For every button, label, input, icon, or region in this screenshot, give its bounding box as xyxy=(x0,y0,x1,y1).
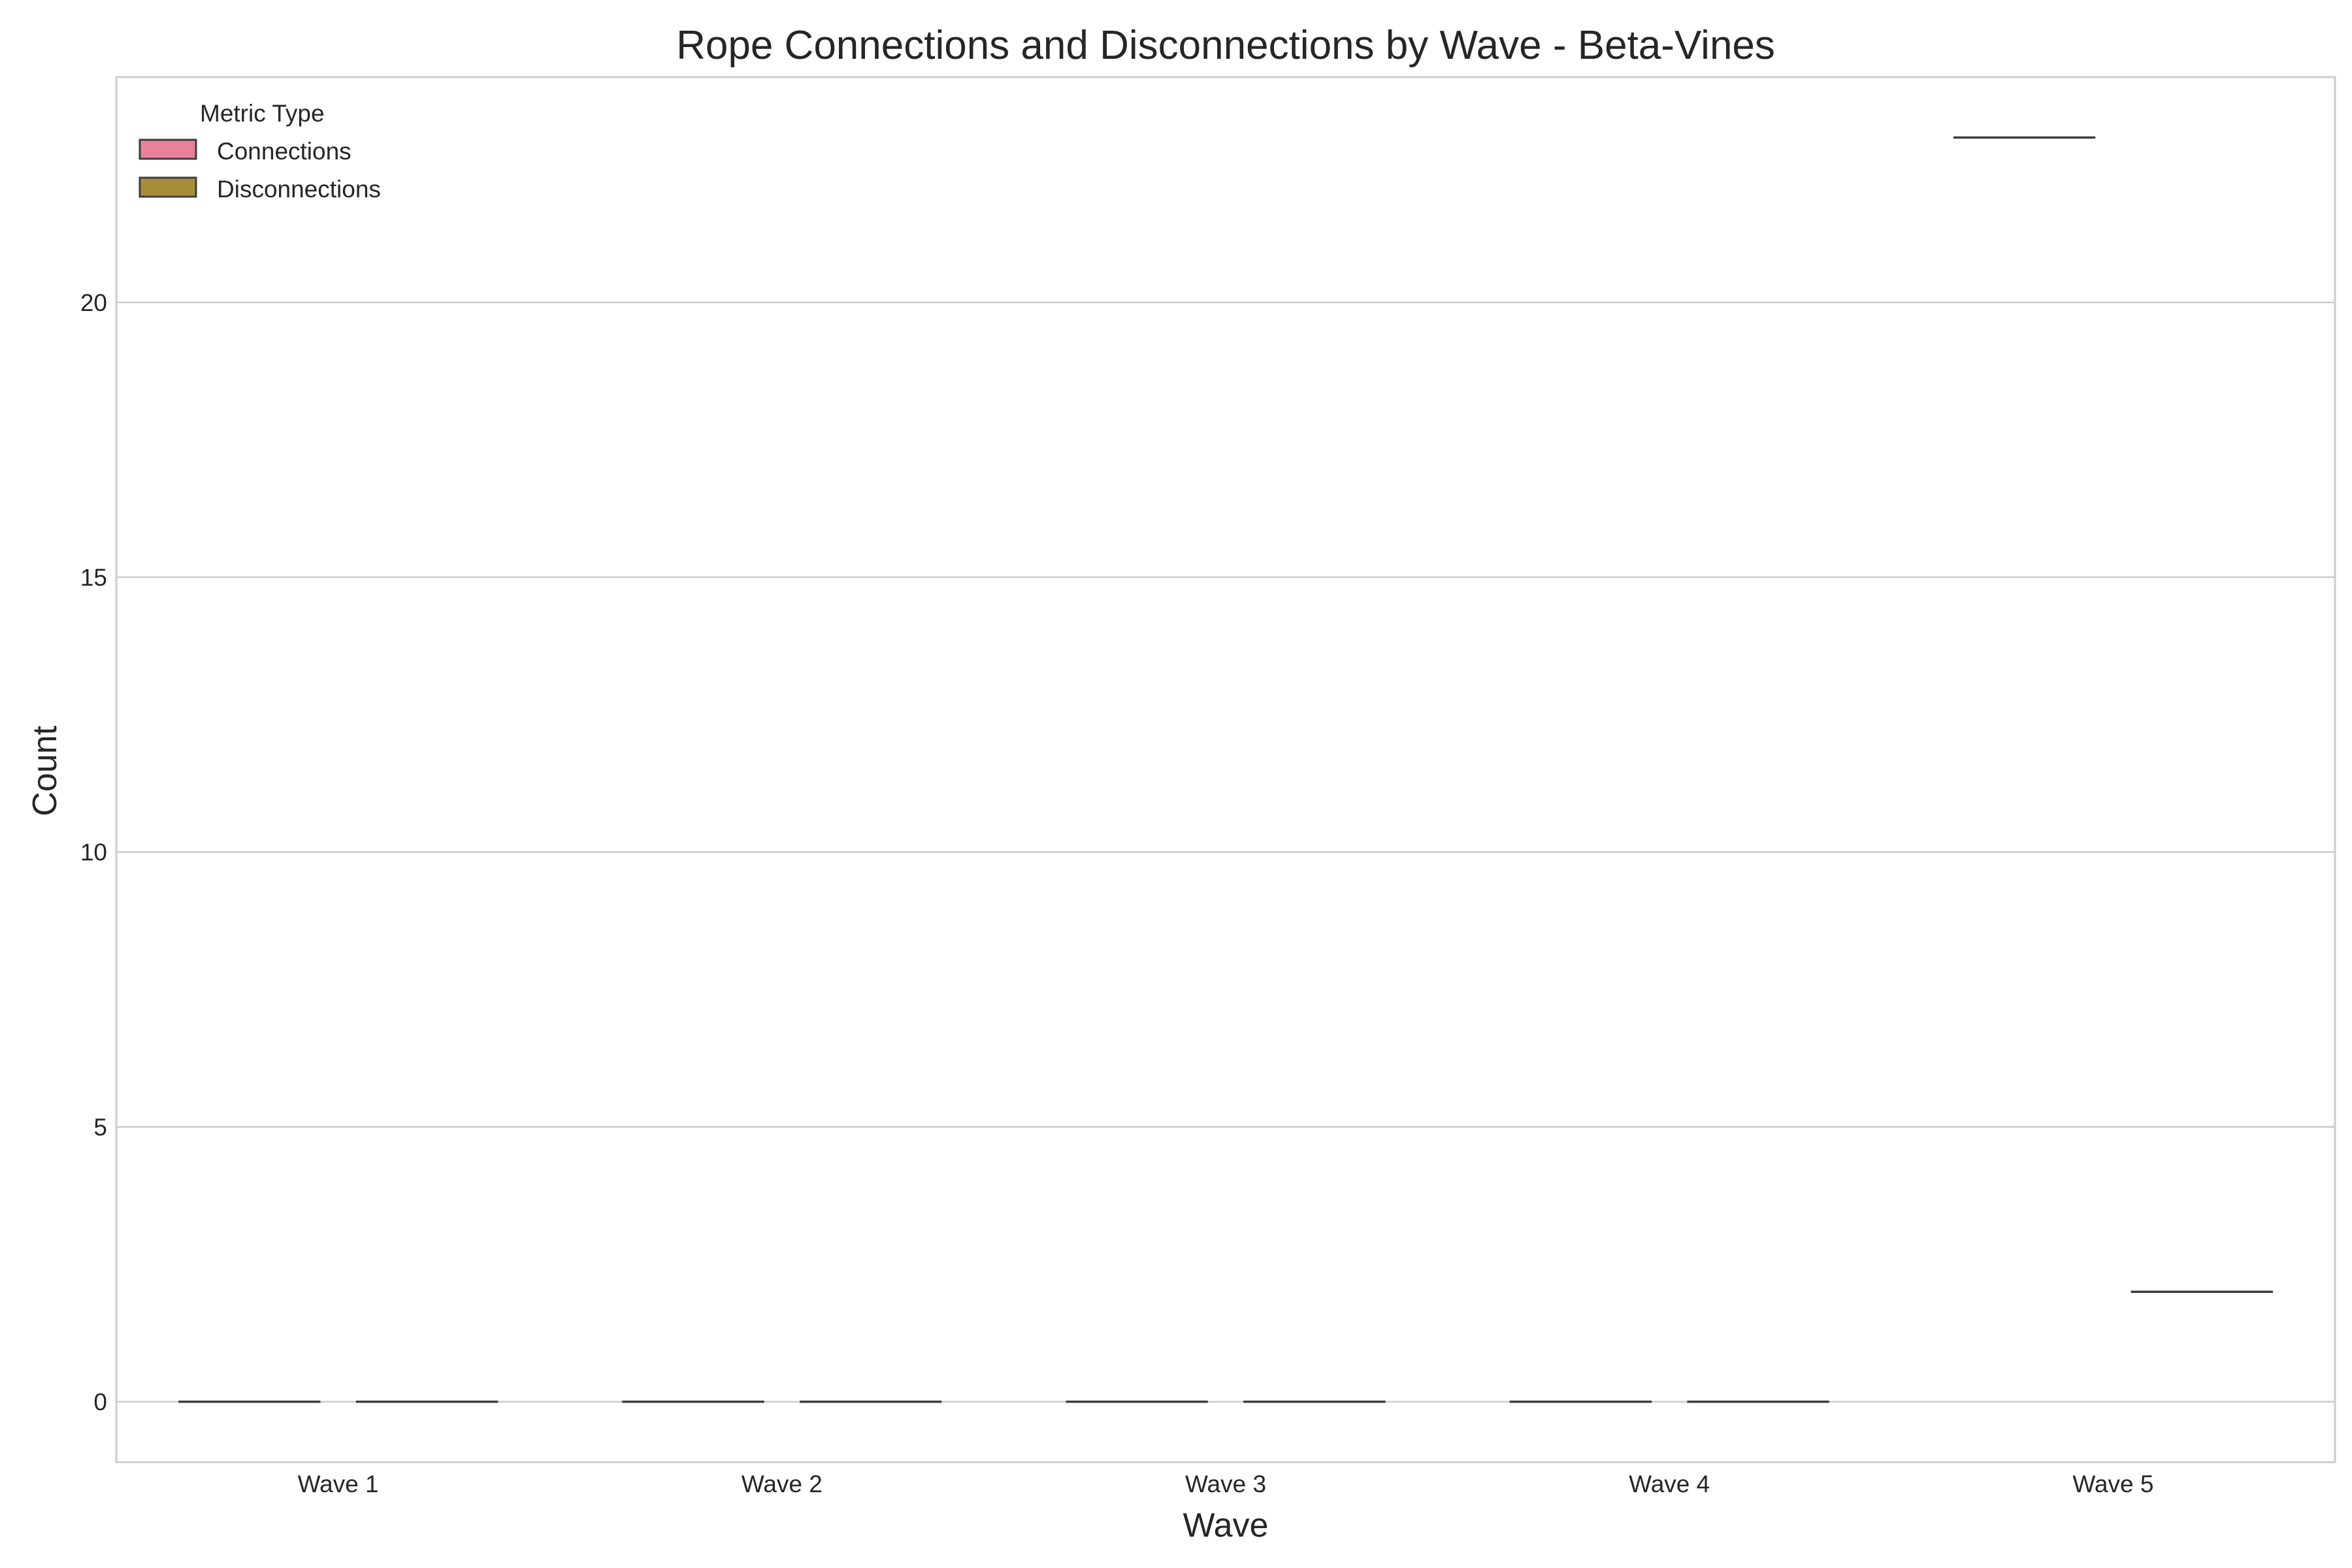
x-tick-label: Wave 5 xyxy=(2072,1471,2153,1497)
y-tick-label: 20 xyxy=(80,289,107,316)
y-tick-label: 5 xyxy=(93,1114,107,1141)
legend-title: Metric Type xyxy=(200,100,325,127)
x-tick-label: Wave 3 xyxy=(1185,1471,1266,1497)
y-tick-label: 10 xyxy=(80,839,107,866)
y-axis-label: Count xyxy=(26,725,64,816)
legend-label-connections: Connections xyxy=(217,138,351,165)
y-tick-labels: 0 5 10 15 20 xyxy=(80,289,107,1416)
x-tick-label: Wave 1 xyxy=(298,1471,379,1497)
legend-swatch-connections xyxy=(139,139,197,160)
box-marks xyxy=(178,136,2273,1403)
plot-frame xyxy=(115,76,2336,1463)
legend-swatch-disconnections xyxy=(139,176,197,198)
y-tick-label: 15 xyxy=(80,564,107,591)
chart-title: Rope Connections and Disconnections by W… xyxy=(676,23,1775,68)
x-axis-label: Wave xyxy=(1183,1507,1269,1544)
legend-label-disconnections: Disconnections xyxy=(217,176,381,203)
x-tick-label: Wave 4 xyxy=(1629,1471,1710,1497)
x-tick-labels: Wave 1 Wave 2 Wave 3 Wave 4 Wave 5 xyxy=(298,1471,2154,1497)
y-tick-label: 0 xyxy=(93,1388,107,1415)
grid-lines xyxy=(116,301,2335,1403)
legend: Metric Type Connections Disconnections xyxy=(139,100,381,203)
x-tick-label: Wave 2 xyxy=(742,1471,823,1497)
